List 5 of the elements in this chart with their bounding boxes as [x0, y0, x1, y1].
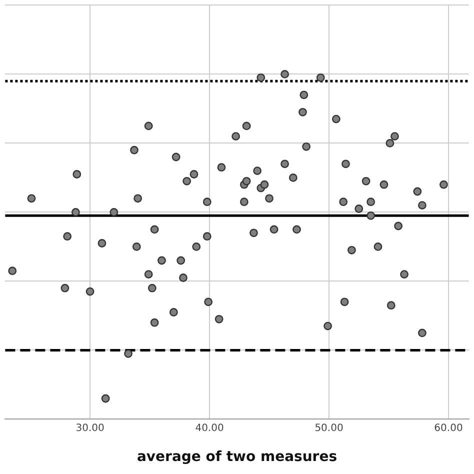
x-tick-label: 50.00: [314, 422, 344, 434]
x-tick-label: 40.00: [195, 422, 224, 434]
x-tick-label: 30.00: [76, 422, 104, 434]
x-tick-label: 60.00: [434, 422, 463, 434]
x-axis-title: average of two measures: [136, 449, 338, 466]
